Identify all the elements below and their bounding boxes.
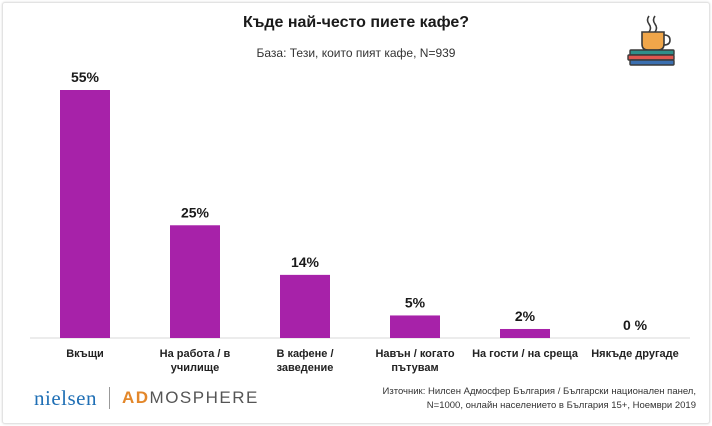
- category-label-0-line-0: Вкъщи: [66, 348, 104, 360]
- category-label-4-line-0: На гости / на среща: [472, 348, 578, 360]
- category-label-4: На гости / на среща: [469, 347, 581, 361]
- value-label-2: 14%: [291, 254, 320, 270]
- category-label-1-line-1: училище: [170, 362, 220, 374]
- source-note: Източник: Нилсен Адмосфер България / Бъл…: [356, 385, 696, 413]
- admosphere-logo: ADMOSPHERE: [122, 388, 259, 408]
- value-label-1: 25%: [181, 204, 210, 220]
- bar-0: [60, 90, 110, 338]
- admosphere-logo-rest: MOSPHERE: [149, 388, 259, 407]
- logo-divider: [108, 387, 110, 409]
- category-label-3: Навън / когато пътувам: [359, 347, 471, 375]
- bar-4: [500, 328, 550, 338]
- source-line-1: Източник: Нилсен Адмосфер България / Бъл…: [382, 386, 696, 397]
- bar-2: [280, 274, 330, 338]
- category-label-2-line-0: В кафене /: [276, 348, 334, 360]
- category-label-2-line-1: заведение: [276, 362, 334, 374]
- category-label-3-line-0: Навън / когато: [375, 348, 455, 360]
- value-label-3: 5%: [405, 294, 426, 310]
- chart-subtitle: База: Тези, които пият кафе, N=939: [256, 46, 456, 60]
- category-label-3-line-1: пътувам: [391, 362, 439, 374]
- bar-1: [170, 225, 220, 338]
- admosphere-logo-accent: AD: [121, 388, 150, 407]
- bar-3: [390, 315, 440, 338]
- value-label-0: 55%: [71, 69, 100, 85]
- source-line-2: N=1000, онлайн населението в България 15…: [426, 400, 696, 411]
- category-label-0: Вкъщи: [29, 347, 141, 361]
- category-label-5-line-0: Някъде другаде: [591, 348, 679, 360]
- category-label-5: Някъде другаде: [579, 347, 691, 361]
- value-label-5: 0 %: [623, 317, 648, 333]
- value-label-4: 2%: [515, 308, 536, 324]
- category-label-1: На работа / в училище: [139, 347, 251, 375]
- coffee-cup-on-books-icon: [627, 15, 675, 66]
- footer-logos: nielsen ADMOSPHERE: [34, 386, 259, 410]
- chart-title: Къде най-често пиете кафе?: [242, 14, 470, 31]
- category-label-2: В кафене / заведение: [249, 347, 361, 375]
- nielsen-logo: nielsen: [34, 385, 97, 410]
- category-label-1-line-0: На работа / в: [159, 348, 231, 360]
